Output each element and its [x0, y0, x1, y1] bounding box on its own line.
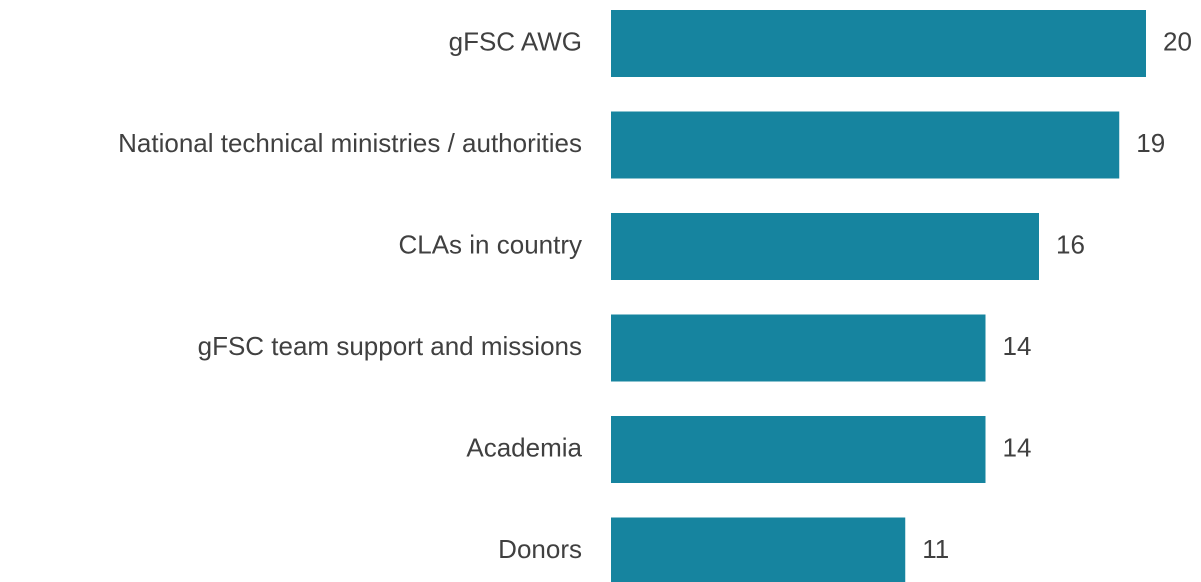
- category-label: Donors: [498, 534, 582, 564]
- bar: [611, 416, 986, 483]
- category-label: Academia: [466, 432, 582, 462]
- bar: [611, 213, 1039, 280]
- category-label: gFSC AWG: [449, 26, 582, 56]
- bar: [611, 517, 906, 582]
- bar: [611, 111, 1120, 179]
- value-label: 20: [1163, 26, 1192, 56]
- value-label: 14: [1003, 331, 1032, 361]
- bar: [611, 314, 986, 382]
- category-label: gFSC team support and missions: [198, 331, 582, 361]
- value-label: 14: [1003, 432, 1032, 462]
- value-label: 19: [1136, 128, 1165, 158]
- category-label: CLAs in country: [398, 229, 582, 259]
- value-label: 11: [922, 534, 949, 564]
- value-label: 16: [1056, 229, 1085, 259]
- bar: [611, 10, 1146, 77]
- category-label: National technical ministries / authorit…: [118, 128, 582, 158]
